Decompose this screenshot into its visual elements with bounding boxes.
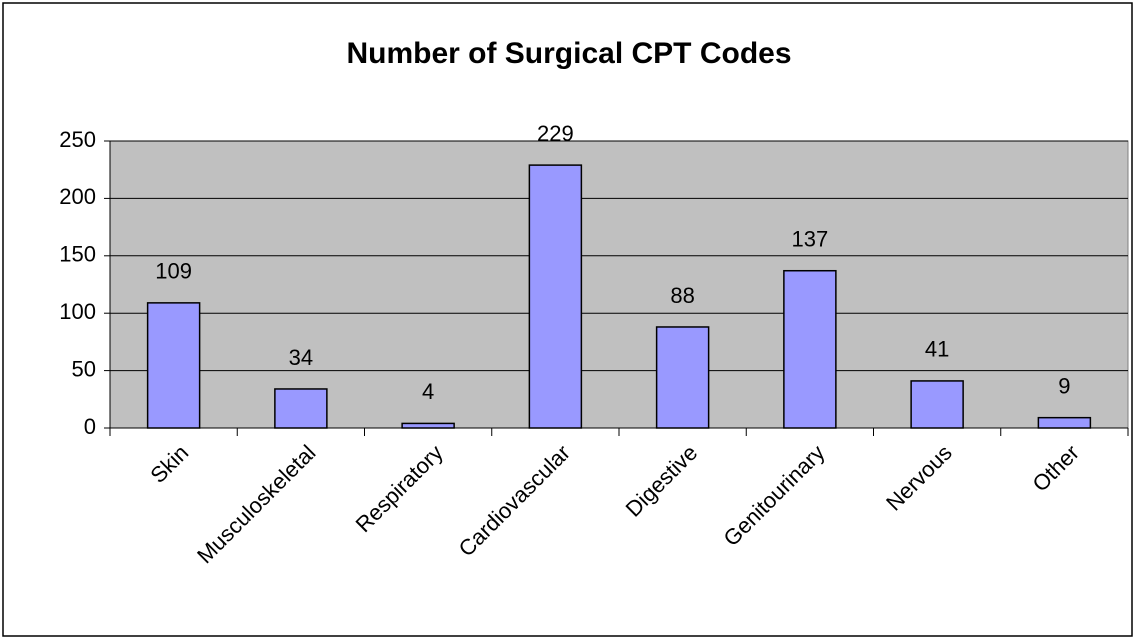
y-tick-label: 100 [59,299,96,324]
data-label: 137 [792,227,829,252]
data-label: 9 [1058,373,1070,398]
data-label: 41 [925,337,949,362]
data-label: 4 [422,379,434,404]
bar [401,422,455,429]
bar [910,380,964,429]
data-label: 109 [155,259,192,284]
y-tick-label: 200 [59,184,96,209]
data-label: 34 [289,345,313,370]
bar [783,269,837,429]
y-tick-label: 250 [59,127,96,152]
plot-area [109,140,1129,429]
bar [1037,416,1092,429]
bar [274,388,328,429]
y-tick-label: 50 [72,356,96,381]
y-tick-label: 0 [84,414,96,439]
data-label: 229 [537,121,574,146]
y-tick-label: 150 [59,242,96,267]
bar [146,302,201,429]
bar [655,326,710,429]
data-label: 88 [670,283,694,308]
bar [528,164,583,429]
chart-title: Number of Surgical CPT Codes [346,37,791,70]
